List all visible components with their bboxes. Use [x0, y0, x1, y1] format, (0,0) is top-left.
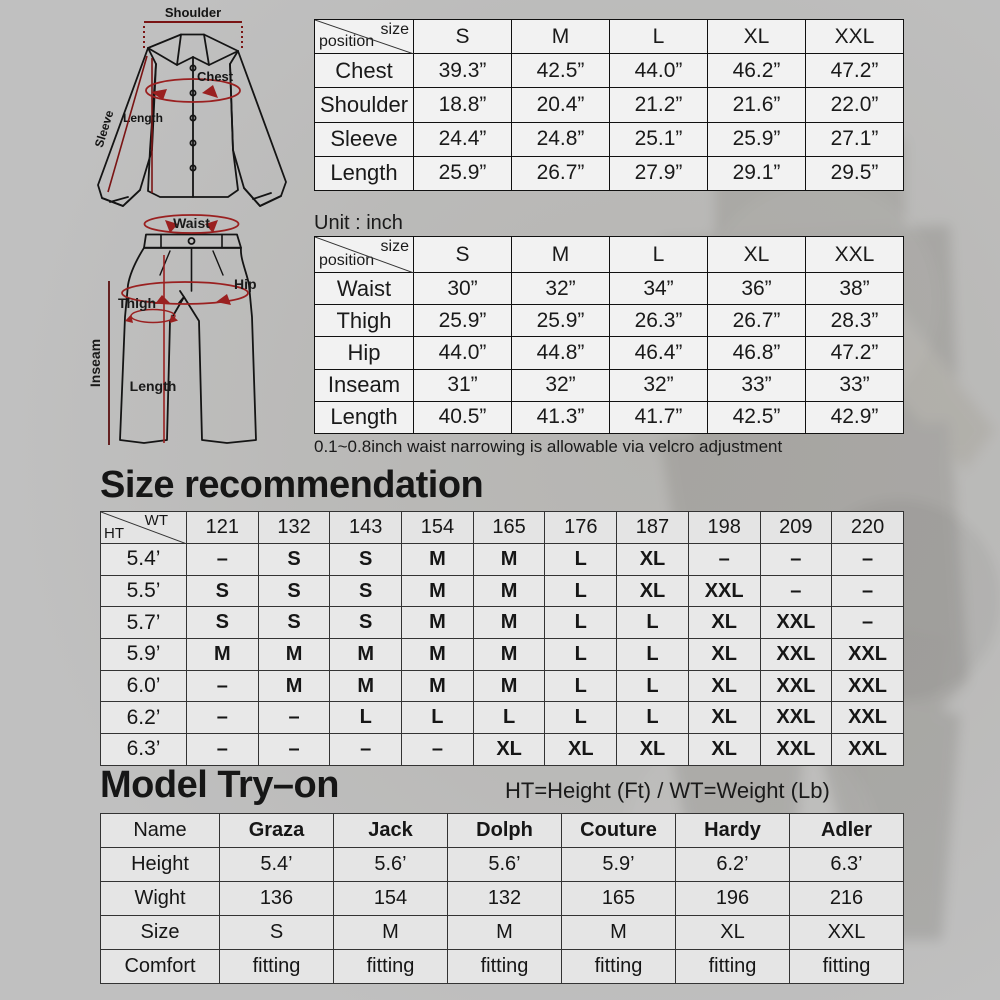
- svg-text:Hip: Hip: [234, 276, 257, 292]
- svg-text:Inseam: Inseam: [87, 339, 103, 387]
- svg-text:Thigh: Thigh: [118, 295, 156, 311]
- svg-text:Shoulder: Shoulder: [165, 5, 221, 20]
- svg-text:Waist: Waist: [173, 215, 210, 231]
- svg-text:Length: Length: [130, 378, 177, 394]
- svg-text:Chest: Chest: [197, 69, 234, 84]
